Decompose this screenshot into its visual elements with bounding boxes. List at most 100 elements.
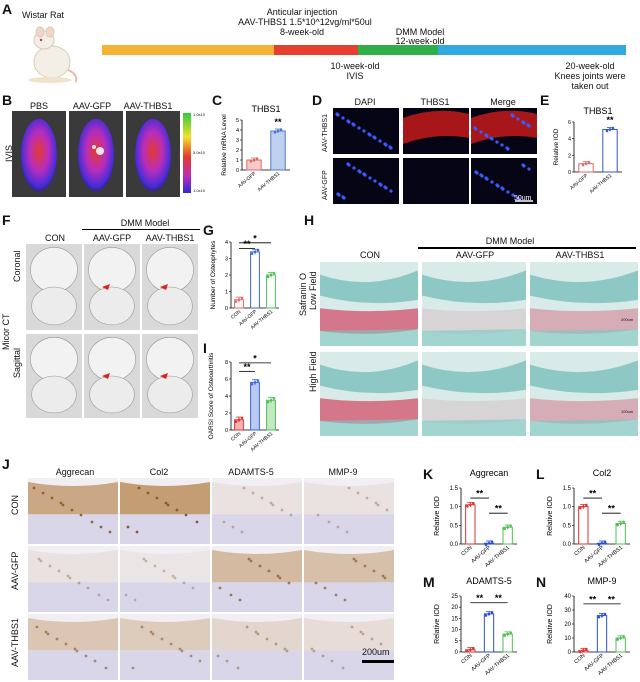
y-tick-label: 5 bbox=[455, 639, 459, 645]
ihc-cell bbox=[126, 525, 130, 529]
ihc-cell bbox=[314, 581, 318, 585]
ihc-cell bbox=[334, 593, 338, 597]
panel-label-g: G bbox=[203, 222, 214, 238]
data-point bbox=[600, 614, 604, 617]
data-point bbox=[249, 160, 253, 163]
ihc-cell bbox=[280, 508, 284, 512]
chart-title: Col2 bbox=[593, 468, 612, 478]
ihc-cell bbox=[140, 625, 144, 629]
fluor-col-thbs1: THBS1 bbox=[420, 97, 450, 107]
end-line2: taken out bbox=[571, 81, 609, 91]
bar bbox=[596, 615, 608, 653]
y-tick-label: 20 bbox=[564, 622, 571, 628]
fluor-tile bbox=[403, 158, 469, 204]
histo-group-con: CON bbox=[360, 250, 380, 260]
sig-1: ** bbox=[589, 594, 597, 604]
ivis-age: 10-week-old bbox=[330, 61, 380, 71]
sig-c: ** bbox=[274, 117, 282, 127]
ivis-scale-top: 1.0x10 bbox=[193, 112, 206, 117]
histo-group-thbs1: AAV-THBS1 bbox=[555, 250, 605, 260]
bar bbox=[483, 613, 495, 653]
fluor-nucleus bbox=[496, 184, 500, 188]
ihc-cell bbox=[222, 520, 226, 524]
rat-illustration bbox=[28, 26, 78, 83]
ihc-cell bbox=[104, 666, 108, 670]
ihc-scale-label: 200um bbox=[362, 647, 390, 657]
ihc-cell bbox=[238, 598, 242, 602]
histo-cartilage bbox=[530, 308, 638, 334]
y-tick-label: 2 bbox=[225, 273, 228, 279]
data-point bbox=[487, 612, 491, 616]
histo-tissue bbox=[320, 270, 418, 304]
y-tick-label: 0.5 bbox=[563, 523, 572, 529]
panel-label-b: B bbox=[2, 92, 13, 108]
panel-label-i: I bbox=[203, 340, 207, 356]
ivis-label: IVIS bbox=[346, 71, 364, 81]
ivis-colorbar bbox=[183, 113, 191, 193]
histo-tissue bbox=[422, 270, 526, 304]
x-tick-label: AAV-GFP bbox=[569, 173, 590, 192]
ihc-cell bbox=[216, 654, 220, 658]
ihc-col-col2: Col2 bbox=[149, 467, 169, 477]
data-point bbox=[581, 163, 585, 167]
y-tick-label: 25 bbox=[451, 594, 458, 600]
ivis-group-gfp: AAV-GFP bbox=[72, 101, 112, 111]
ihc-cell bbox=[173, 576, 177, 580]
ihc-stain bbox=[28, 550, 118, 583]
ihc-subchondral bbox=[120, 650, 210, 680]
injection-detail: AAV-THBS1 1.5*10^12vg/ml*50ul bbox=[238, 17, 372, 27]
sig-g-2: ** bbox=[243, 239, 251, 249]
data-point bbox=[272, 397, 276, 400]
microct-bone bbox=[88, 247, 136, 293]
histo-dmm-label: DMM Model bbox=[485, 236, 535, 246]
ihc-cell bbox=[142, 557, 146, 561]
fluor-nucleus bbox=[474, 127, 478, 131]
y-tick-label: 1.5 bbox=[563, 486, 572, 492]
data-point bbox=[585, 647, 588, 651]
ihc-subchondral bbox=[28, 650, 118, 680]
data-point bbox=[619, 522, 622, 525]
y-axis-label: Relative IOD bbox=[547, 604, 554, 644]
ihc-cell bbox=[225, 659, 229, 663]
y-axis-label: OARSI Score of Osteoarthritis bbox=[208, 352, 215, 439]
ihc-cell bbox=[155, 496, 159, 500]
data-point bbox=[509, 524, 512, 527]
ihc-cell bbox=[46, 632, 50, 636]
fluor-nucleus bbox=[480, 174, 484, 178]
ihc-cell bbox=[352, 557, 356, 561]
x-tick-label: AAV-GFP bbox=[237, 171, 258, 190]
ihc-cell bbox=[32, 486, 36, 490]
y-tick-label: 3 bbox=[225, 257, 228, 263]
ihc-stain bbox=[304, 618, 394, 651]
ihc-cell bbox=[285, 649, 289, 653]
ihc-cell bbox=[278, 576, 282, 580]
y-tick-label: 0 bbox=[568, 650, 572, 656]
ihc-cell bbox=[256, 632, 260, 636]
y-tick-label: 5 bbox=[236, 118, 239, 124]
ihc-cell bbox=[374, 501, 378, 505]
ihc-col-mmp9: MMP-9 bbox=[328, 467, 358, 477]
microct-bone bbox=[30, 337, 78, 382]
ihc-cell bbox=[48, 564, 52, 568]
data-point bbox=[266, 400, 270, 404]
fluor-nucleus bbox=[368, 133, 372, 137]
fluor-nucleus bbox=[475, 171, 479, 175]
chart-i: OARSI Score of Osteoarthritis 02468CONAAV… bbox=[208, 352, 279, 453]
histo-cartilage bbox=[530, 398, 638, 424]
injection-age: 8-week-old bbox=[279, 27, 325, 37]
ihc-cell bbox=[133, 598, 137, 602]
ihc-cell bbox=[372, 569, 376, 573]
ihc-cell bbox=[59, 501, 63, 505]
microct-bone bbox=[30, 247, 78, 293]
y-tick-label: 8 bbox=[225, 360, 228, 366]
histology-images bbox=[320, 262, 638, 436]
bar bbox=[270, 130, 286, 171]
panel-label-f: F bbox=[2, 212, 11, 228]
ihc-cell bbox=[162, 569, 166, 573]
histo-cartilage bbox=[422, 398, 526, 424]
data-point bbox=[582, 505, 585, 508]
ihc-cell bbox=[321, 654, 325, 658]
microct-bone bbox=[146, 247, 194, 293]
ihc-cell bbox=[341, 666, 345, 670]
histo-scale2: 100um bbox=[621, 409, 634, 414]
